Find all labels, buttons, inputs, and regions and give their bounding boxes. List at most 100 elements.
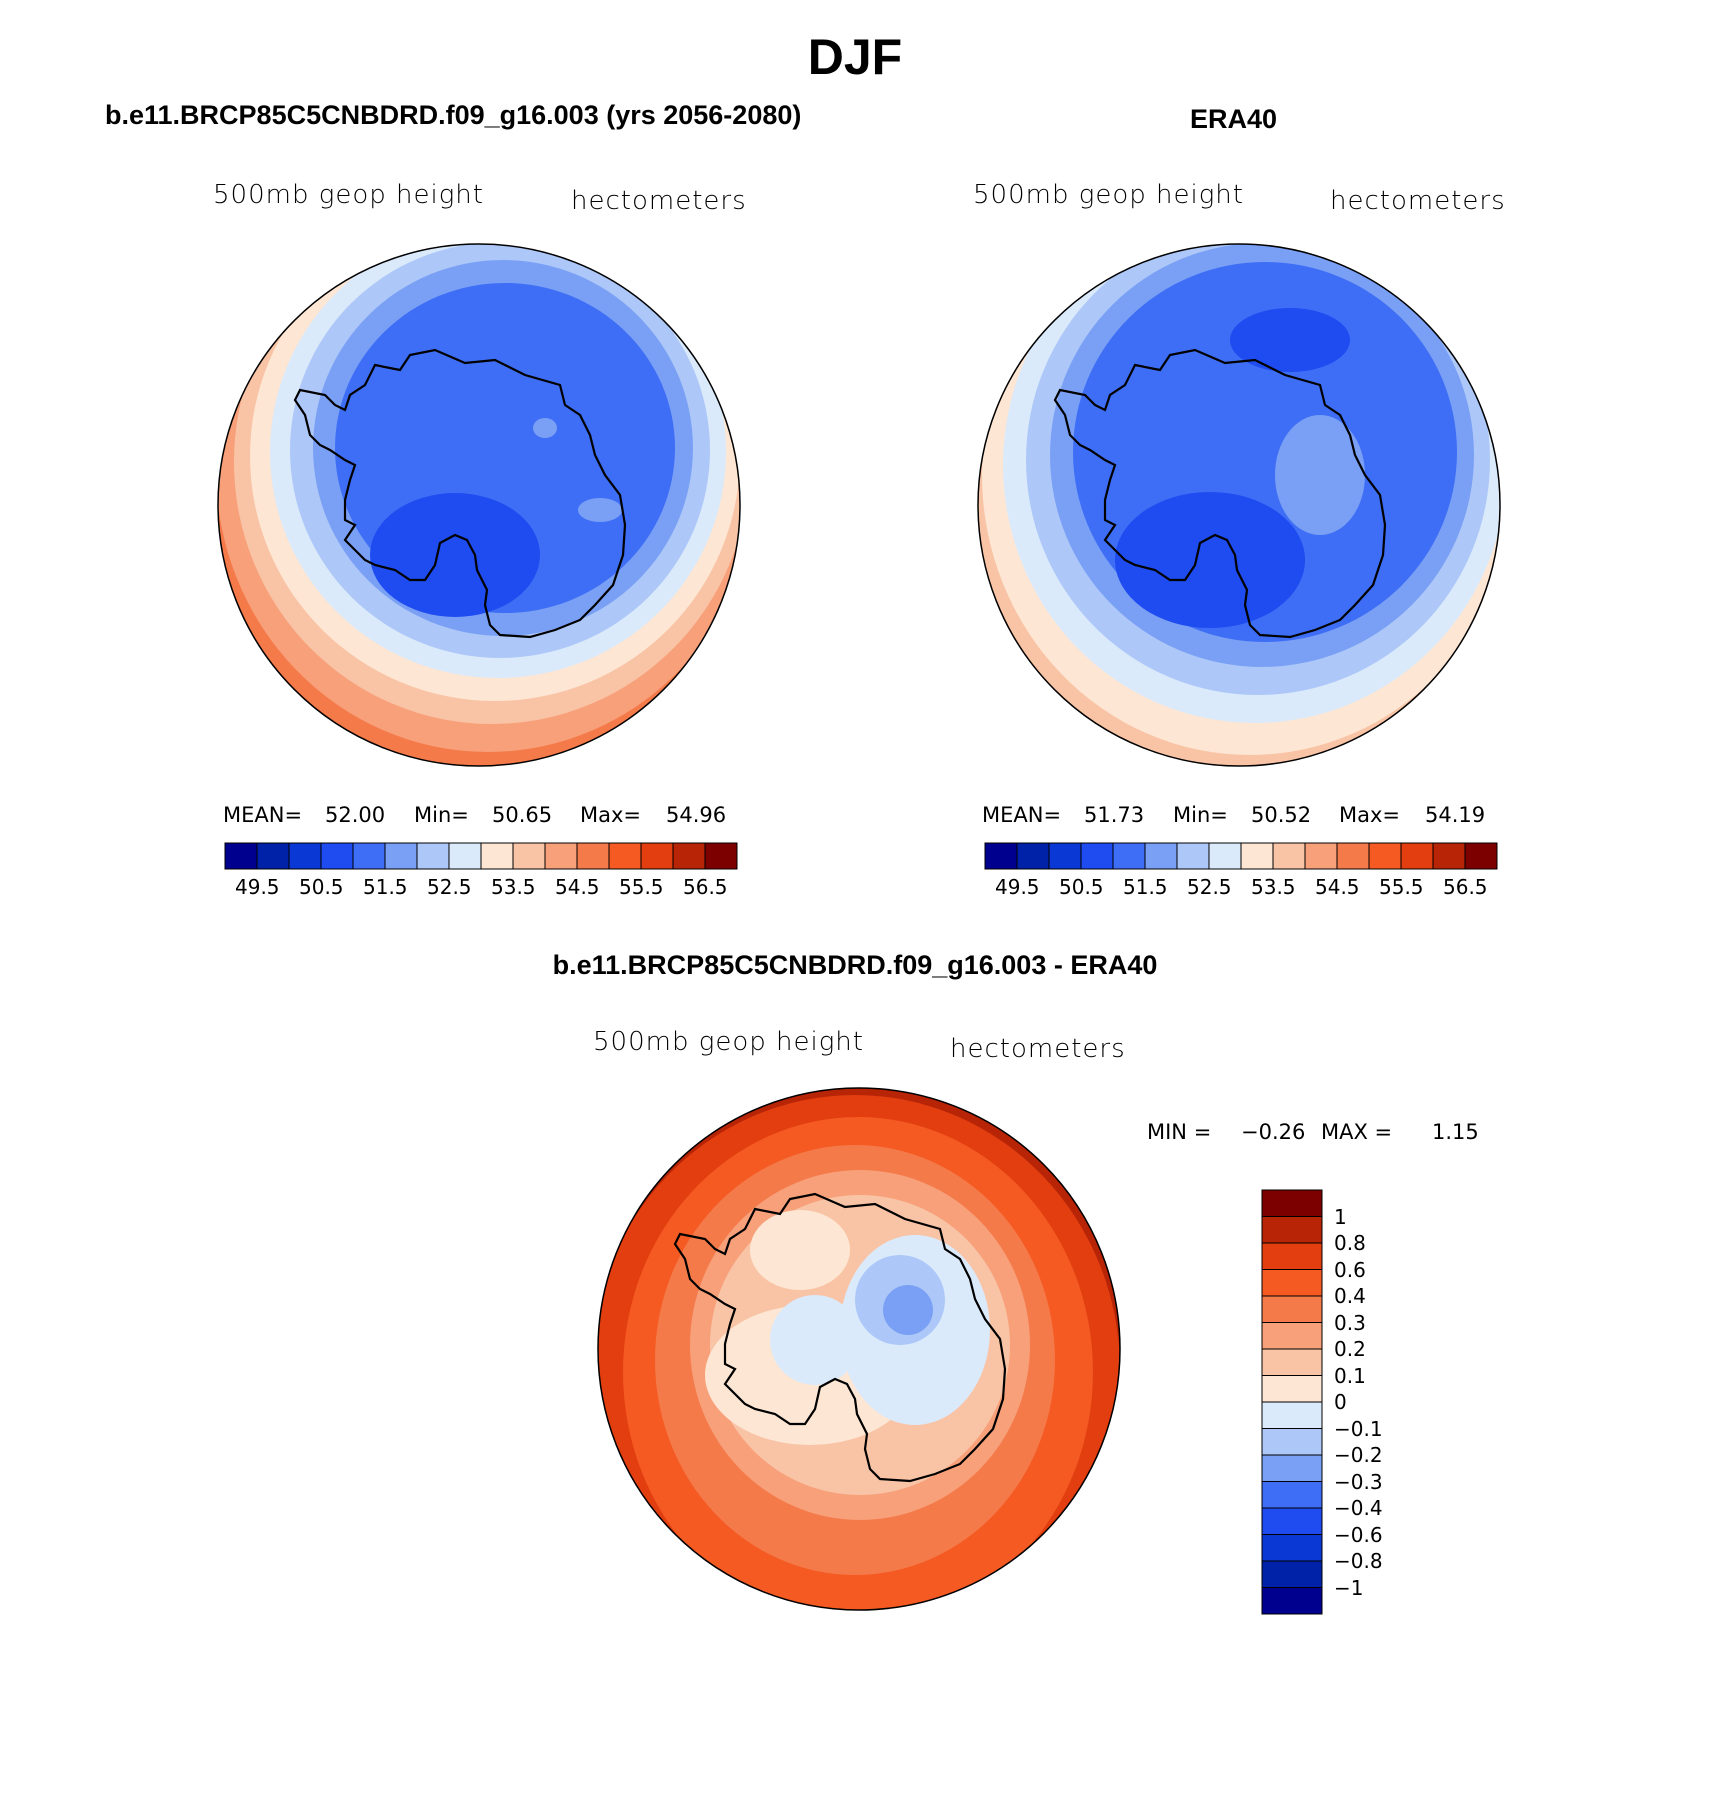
colorbar-tick-label: −0.1	[1334, 1416, 1383, 1441]
colorbar-tick-label: 53.5	[1251, 875, 1296, 899]
colorbar-swatch	[984, 842, 1018, 870]
colorbar-swatch	[352, 842, 386, 870]
colorbar-swatch	[1176, 842, 1210, 870]
colorbar-tick-label: 49.5	[995, 875, 1040, 899]
colorbar-tick-label: 0.8	[1334, 1231, 1366, 1255]
obs-variable-label: 500mb geop height	[973, 180, 1244, 210]
colorbar-tick-label: −0.6	[1334, 1522, 1383, 1547]
colorbar-swatch	[576, 842, 610, 870]
colorbar-tick-label: 52.5	[1187, 875, 1232, 899]
model-panel-title: b.e11.BRCP85C5CNBDRD.f09_g16.003 (yrs 20…	[105, 100, 802, 130]
obs-map-border	[977, 243, 1501, 767]
colorbar-swatch	[1112, 842, 1146, 870]
colorbar-swatch	[1048, 842, 1082, 870]
model-variable-label: 500mb geop height	[213, 180, 484, 210]
figure-title: DJF	[807, 29, 903, 85]
colorbar-tick-label: 0	[1334, 1390, 1347, 1414]
colorbar-swatch	[1261, 1428, 1323, 1456]
colorbar-swatch	[1368, 842, 1402, 870]
obs-min-value: 50.52	[1251, 803, 1312, 827]
colorbar-swatch	[1261, 1534, 1323, 1562]
colorbar-swatch	[672, 842, 706, 870]
model-map-border	[217, 243, 741, 767]
diff-min-label: MIN =	[1147, 1120, 1212, 1144]
colorbar-swatch	[1464, 842, 1498, 870]
colorbar-tick-label: 0.1	[1334, 1363, 1366, 1388]
colorbar-swatch	[1261, 1481, 1323, 1509]
obs-contour-northlow	[1230, 308, 1350, 372]
colorbar-swatch	[1261, 1269, 1323, 1297]
colorbar-tick-label: 54.5	[1315, 875, 1360, 899]
diff-map-border	[597, 1087, 1121, 1611]
colorbar-swatch	[1208, 842, 1242, 870]
model-colorbar	[224, 842, 738, 870]
diff-colorbar	[1261, 1189, 1323, 1615]
diff-map	[598, 1088, 1120, 1610]
colorbar-tick-label: 52.5	[427, 875, 472, 899]
colorbar-swatch	[1336, 842, 1370, 870]
colorbar-tick-label: 0.6	[1334, 1257, 1366, 1282]
colorbar-swatch	[416, 842, 450, 870]
colorbar-tick-label: 51.5	[363, 875, 408, 899]
colorbar-tick-label: −0.3	[1334, 1469, 1383, 1494]
colorbar-swatch	[1261, 1216, 1323, 1244]
colorbar-swatch	[1261, 1189, 1323, 1217]
obs-units-label: hectometers	[1330, 186, 1506, 216]
colorbar-tick-label: 1	[1334, 1204, 1347, 1229]
colorbar-swatch	[1261, 1242, 1323, 1270]
colorbar-swatch	[1261, 1348, 1323, 1376]
obs-contour-patch	[1275, 415, 1365, 535]
colorbar-swatch	[1261, 1375, 1323, 1403]
obs-mean-label: MEAN=	[982, 803, 1062, 827]
colorbar-tick-label: −0.8	[1334, 1549, 1383, 1573]
obs-max-label: Max=	[1339, 803, 1401, 827]
colorbar-tick-label: 0.3	[1334, 1310, 1366, 1335]
colorbar-swatch	[448, 842, 482, 870]
colorbar-swatch	[1144, 842, 1178, 870]
colorbar-tick-label: 56.5	[1443, 875, 1488, 899]
colorbar-swatch	[1304, 842, 1338, 870]
model-max-value: 54.96	[666, 803, 727, 827]
model-min-value: 50.65	[492, 803, 553, 827]
colorbar-swatch	[1261, 1507, 1323, 1535]
obs-colorbar	[984, 842, 1498, 870]
obs-panel-title: ERA40	[1190, 104, 1278, 134]
colorbar-tick-label: −0.4	[1334, 1496, 1383, 1520]
colorbar-swatch	[704, 842, 738, 870]
colorbar-swatch	[1261, 1560, 1323, 1588]
colorbar-swatch	[1261, 1401, 1323, 1429]
diff-max-value: 1.15	[1432, 1120, 1479, 1144]
colorbar-swatch	[224, 842, 258, 870]
colorbar-tick-label: 50.5	[1059, 875, 1104, 899]
colorbar-tick-label: 49.5	[235, 875, 280, 899]
colorbar-swatch	[384, 842, 418, 870]
model-max-label: Max=	[580, 803, 642, 827]
diff-max-label: MAX =	[1321, 1120, 1393, 1144]
obs-contour-low	[1115, 492, 1305, 628]
colorbar-tick-label: 55.5	[1379, 875, 1424, 899]
colorbar-swatch	[480, 842, 514, 870]
colorbar-swatch	[640, 842, 674, 870]
colorbar-swatch	[1432, 842, 1466, 870]
colorbar-tick-label: −1	[1334, 1575, 1364, 1600]
diff-panel-title: b.e11.BRCP85C5CNBDRD.f09_g16.003 - ERA40	[552, 950, 1158, 980]
model-contour-patch-small	[533, 418, 557, 438]
obs-mean-value: 51.73	[1084, 803, 1145, 827]
colorbar-swatch	[1261, 1295, 1323, 1323]
colorbar-tick-label: 53.5	[491, 875, 536, 899]
model-map	[218, 244, 740, 766]
colorbar-swatch	[608, 842, 642, 870]
colorbar-swatch	[1080, 842, 1114, 870]
colorbar-swatch	[1400, 842, 1434, 870]
colorbar-tick-label: 51.5	[1123, 875, 1168, 899]
colorbar-swatch	[512, 842, 546, 870]
colorbar-tick-label: 54.5	[555, 875, 600, 899]
colorbar-swatch	[544, 842, 578, 870]
model-contour-patch	[578, 498, 622, 522]
colorbar-tick-label: 50.5	[299, 875, 344, 899]
model-contour-low	[370, 493, 540, 617]
obs-min-label: Min=	[1173, 803, 1228, 827]
colorbar-tick-label: 55.5	[619, 875, 664, 899]
diff-contour-midblue	[883, 1285, 933, 1335]
